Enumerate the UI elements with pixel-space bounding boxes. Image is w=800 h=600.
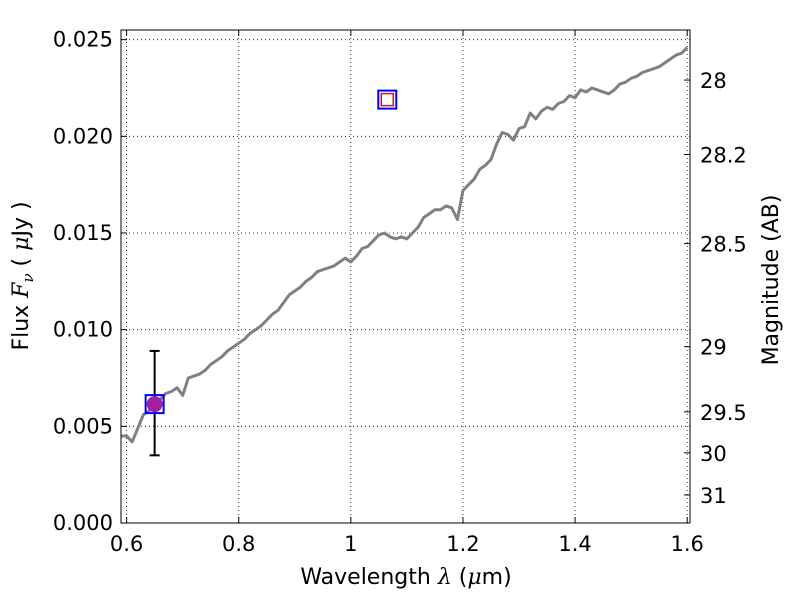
y2-tick-label: 28.5 [700, 233, 747, 257]
x-tick-label: 1.4 [558, 532, 591, 556]
y2-tick-label: 29.5 [700, 401, 747, 425]
x-tick-label: 0.8 [222, 532, 255, 556]
x-tick-label: 1.2 [446, 532, 479, 556]
marker-layer [144, 89, 398, 457]
x-tick-label: 1.6 [670, 532, 703, 556]
y2-tick-label: 31 [700, 484, 727, 508]
x-axis-label: Wavelength λ (μm) [300, 565, 511, 590]
y2-tick-label: 30 [700, 442, 727, 466]
predicted-outline-square [377, 89, 398, 110]
y-tick-label: 0.010 [53, 318, 113, 342]
y-axis-label: Flux Fν ( μJy ) [9, 201, 37, 350]
spectrum-line [121, 46, 689, 444]
y2-axis-label: Magnitude (AB) [759, 195, 784, 366]
y2-tick-label: 29 [700, 336, 727, 360]
grid [121, 30, 690, 524]
y-tick-label: 0.025 [53, 28, 113, 52]
ticks: 0.6 0.8 1 1.2 1.4 1.6 0.000 0.005 0.010 0.015 0.02… [53, 28, 747, 556]
predicted-inner-square [380, 92, 395, 107]
x-tick-label: 1 [344, 532, 357, 556]
measured-point [146, 396, 163, 413]
series-layer [121, 46, 689, 444]
plot-frame [120, 29, 691, 524]
measured-outline-square [144, 394, 165, 415]
x-tick-label: 0.6 [110, 532, 143, 556]
y-tick-label: 0.005 [53, 414, 113, 438]
y-tick-label: 0.020 [53, 124, 113, 148]
y-tick-label: 0.000 [53, 511, 113, 535]
y2-tick-label: 28 [700, 69, 727, 93]
y2-tick-label: 28.2 [700, 144, 747, 168]
y-tick-label: 0.015 [53, 221, 113, 245]
